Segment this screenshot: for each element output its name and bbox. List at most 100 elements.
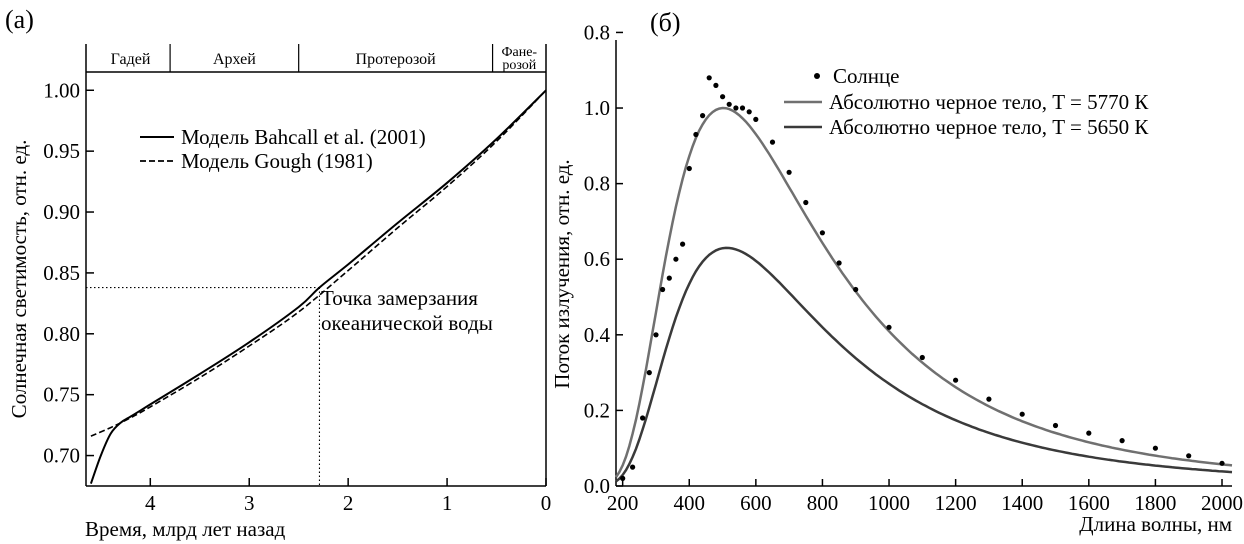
sun-point-32 [1086,430,1092,436]
b-y-tick-label-0: 0.0 [584,474,610,498]
legend-label-bb5650: Абсолютно черное тело, T = 5650 К [829,115,1149,139]
legend-label-bb5770: Абсолютно черное тело, T = 5770 К [829,90,1149,114]
panel-b-y-ticks: 0.0 0.2 0.4 0.6 0.8 1.0 0.8 [584,20,623,498]
sun-point-16 [733,105,739,111]
sun-point-29 [986,396,992,402]
sun-point-7 [673,256,679,262]
panel-b-x-ticks: 200 400 600 800 1000 1200 1400 1600 1800 2000 [607,479,1243,515]
b-blackbody-curve-1 [614,106,1233,478]
sun-point-22 [803,199,809,206]
panel-a-series [89,89,547,484]
annotation-line-1: Точка замерзания [321,286,478,310]
a-y-tick-label-5: 0.95 [43,139,80,163]
sun-point-23 [819,230,826,236]
sun-point-33 [1119,438,1125,444]
sun-point-11 [700,113,706,119]
panel-b-y-axis-label: Поток излучения, отн. ед. [550,159,574,388]
legend-swatch-sun [814,73,820,79]
b-blackbody-curve-2 [615,246,1233,483]
b-x-tick-label-7: 1600 [1068,491,1110,515]
panel-b: (б) 200 400 600 800 1000 1200 1400 1600 1800 2000… [550,8,1243,536]
sun-point-26 [886,324,892,330]
sun-point-19 [753,116,759,122]
sun-point-3 [646,370,652,376]
eon-label-2: Протерозой [356,51,437,68]
panel-b-x-axis-label: Длина волны, нм [1079,512,1232,536]
panel-a-y-axis-label: Солнечная светимость, отн. ед. [7,140,31,419]
panel-a-x-axis-label: Время, млрд лет назад [85,517,286,541]
a-y-tick-label-1: 0.75 [43,383,80,407]
sun-point-25 [853,286,859,293]
a-y-tick-label-2: 0.80 [43,322,80,346]
sun-point-28 [953,377,959,383]
b-y-tick-label-4: 0.8 [584,172,610,196]
a-x-tick-label-3: 1 [442,491,453,515]
b-x-tick-label-6: 1400 [1001,491,1043,515]
sun-point-24 [836,260,842,266]
sun-point-2 [640,415,646,421]
sun-point-9 [686,165,692,172]
panel-b-legend: Солнце Абсолютно черное тело, T = 5770 К… [784,64,1149,139]
panel-a-label: (a) [5,5,34,34]
b-x-tick-label-9: 2000 [1201,491,1243,515]
sun-point-5 [660,286,666,293]
a-x-tick-label-1: 3 [244,491,255,515]
b-x-tick-label-5: 1200 [935,491,977,515]
panel-a-y-ticks: 0.70 0.75 0.80 0.85 0.90 0.95 1.00 [43,78,94,468]
b-y-tick-label-2: 0.4 [584,323,611,347]
a-y-tick-label-6: 1.00 [43,78,80,102]
eon-label-0: Гадей [111,51,151,68]
a-y-tick-label-0: 0.70 [43,444,80,468]
a-x-tick-label-2: 2 [343,491,354,515]
sun-point-35 [1186,453,1192,459]
sun-point-15 [726,101,732,107]
a-x-tick-label-4: 0 [541,491,552,515]
sun-point-0 [620,475,626,481]
panel-a-axes [85,71,547,487]
eon-label-1: Архей [213,51,256,68]
sun-point-30 [1019,411,1025,417]
a-y-tick-label-3: 0.85 [43,261,80,285]
b-y-tick-label-1: 0.2 [584,398,610,422]
a-x-tick-label-0: 4 [145,491,156,515]
panel-b-label: (б) [650,8,681,37]
sun-point-6 [666,275,672,281]
legend-label-sun: Солнце [833,64,900,88]
b-y-tick-label-6: 0.8 [584,20,610,44]
sun-point-27 [919,354,925,361]
panel-b-axes [615,40,1232,487]
sun-point-20 [769,139,776,145]
sun-point-21 [786,169,792,175]
panel-a-x-ticks: 4 3 2 1 0 [145,478,551,515]
b-y-tick-label-5: 1.0 [584,96,610,120]
sun-point-12 [706,75,712,81]
sun-point-8 [680,241,686,247]
a-series-line-0 [89,89,547,484]
panel-b-series [614,75,1233,483]
panel-a: (a) Гадей Архей Протерозой Фане-розой 4 3 2 1 0… [5,5,551,541]
sun-point-4 [653,332,659,338]
eon-label-3: Фане- [501,45,537,60]
sun-point-34 [1152,445,1158,451]
panel-a-legend: Модель Bahcall et al. (2001) Модель Goug… [140,125,426,173]
sun-point-1 [630,464,636,470]
annotation-line-2: океанической воды [321,311,493,335]
freezing-point-lines [86,286,321,486]
legend-label-bahcall: Модель Bahcall et al. (2001) [181,125,426,149]
a-series-line-1 [90,89,547,437]
eon-bar: Гадей Архей Протерозой Фане-розой [85,44,547,73]
sun-point-10 [693,131,699,138]
a-y-tick-label-4: 0.90 [43,200,80,224]
sun-point-17 [739,105,746,111]
b-x-tick-label-4: 1000 [868,491,910,515]
sun-point-31 [1052,422,1059,429]
b-x-tick-label-8: 1800 [1134,491,1176,515]
b-y-tick-label-3: 0.6 [584,247,610,271]
sun-point-36 [1219,460,1225,466]
sun-point-18 [746,109,752,115]
sun-point-13 [713,82,719,88]
b-x-tick-label-3: 800 [807,491,839,515]
eon-label-3-b: розой [502,58,536,73]
sun-point-14 [720,94,726,100]
